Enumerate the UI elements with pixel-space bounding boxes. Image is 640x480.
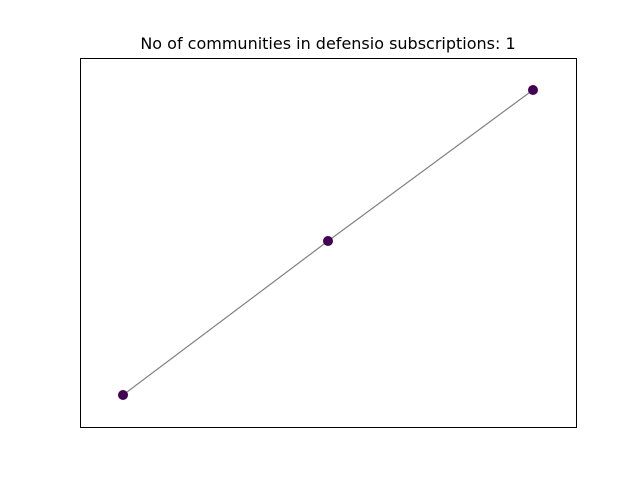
figure-title: No of communities in defensio subscripti… (140, 34, 515, 53)
edges-layer (122, 89, 534, 396)
axes-frame (80, 58, 577, 428)
nodes-layer (118, 85, 538, 400)
graph-node-n2 (323, 236, 333, 246)
graph-edge-n2-n3 (327, 89, 534, 242)
plot-area (118, 85, 538, 400)
graph-edge-n1-n2 (122, 240, 329, 396)
graph-node-n3 (528, 85, 538, 95)
graph-node-n1 (118, 390, 128, 400)
